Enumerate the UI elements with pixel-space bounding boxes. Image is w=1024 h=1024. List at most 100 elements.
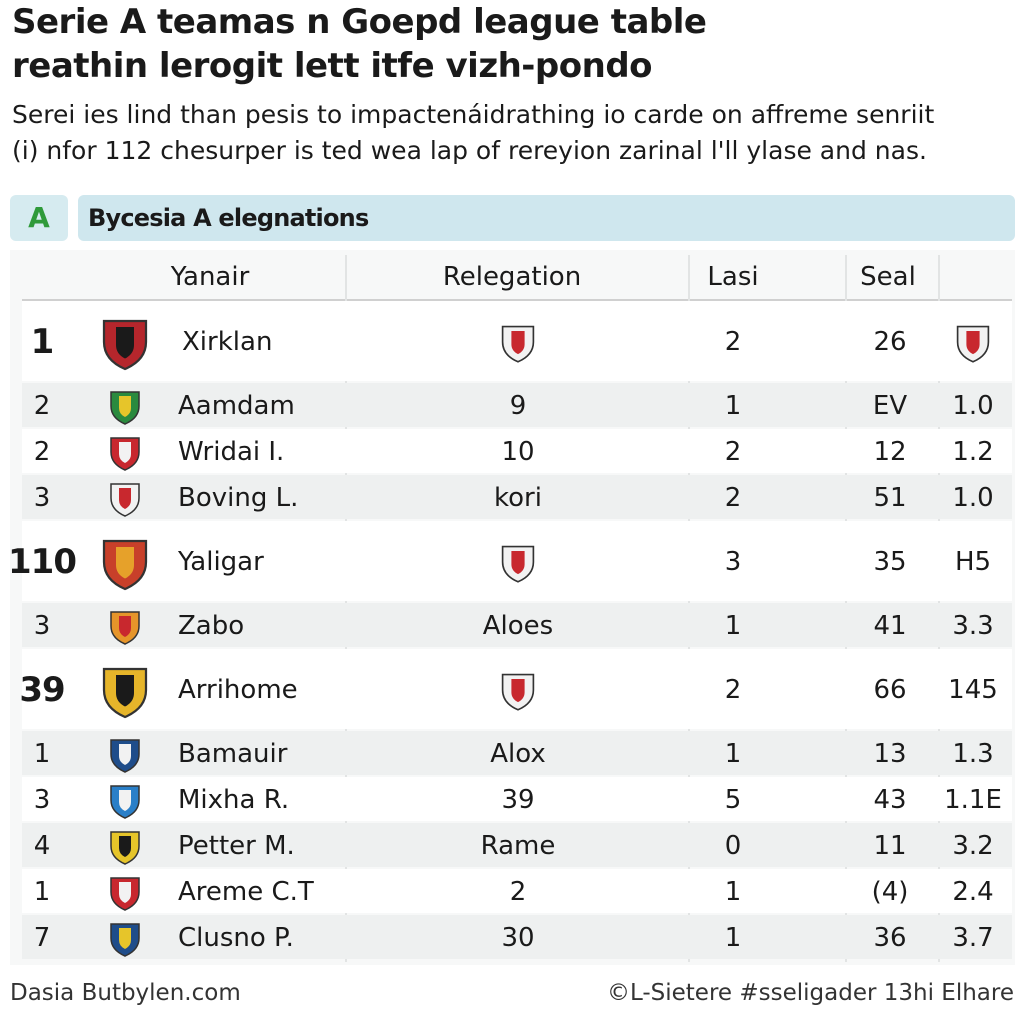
- lasi: 2: [724, 437, 742, 467]
- section-bar: [78, 195, 1015, 241]
- extra: 145: [948, 675, 998, 705]
- subtitle-line: Serei ies lind than pesis to impactenáid…: [12, 100, 935, 129]
- subtitle-line: (i) nfor 112 chesurper is ted wea lap of…: [12, 136, 927, 165]
- rank: 3: [33, 785, 51, 815]
- lasi: 2: [724, 327, 742, 357]
- team-name: Boving L.: [178, 483, 299, 513]
- lasi: 5: [724, 785, 742, 815]
- lasi: 2: [724, 675, 742, 705]
- footer-right: ©L-Sietere #sseligader 13hi Elhare: [606, 980, 1014, 1006]
- title-line: reathin lerogit lett itfe vizh-pondo: [12, 46, 653, 86]
- badge-box: [10, 195, 68, 241]
- team-name: Wridai I.: [178, 437, 285, 467]
- relegation: 39: [501, 785, 535, 815]
- extra: H5: [954, 547, 992, 577]
- team-name: Mixha R.: [178, 785, 290, 815]
- team-name: Areme C.T: [178, 877, 314, 907]
- crest-icon: [110, 831, 140, 865]
- lasi: 1: [724, 391, 742, 421]
- extra: 3.3: [952, 611, 994, 641]
- crest-icon: [110, 611, 140, 645]
- team-name: Arrihome: [178, 675, 298, 705]
- row-bg: [22, 603, 1012, 647]
- crest-icon: [501, 545, 535, 583]
- row-bg: [22, 475, 1012, 519]
- rank: 2: [33, 437, 51, 467]
- seal: 51: [873, 483, 907, 513]
- extra: 1.0: [952, 483, 994, 513]
- relegation: 2: [509, 877, 527, 907]
- seal: 35: [873, 547, 907, 577]
- lasi: 1: [724, 611, 742, 641]
- relegation: Alox: [490, 739, 546, 769]
- extra: 3.2: [952, 831, 994, 861]
- team-name: Bamauir: [178, 739, 288, 769]
- seal: 43: [873, 785, 907, 815]
- row-bg: [22, 777, 1012, 821]
- seal: 26: [873, 327, 907, 357]
- seal: EV: [872, 391, 908, 421]
- relegation: 10: [501, 437, 535, 467]
- rank: 3: [33, 483, 51, 513]
- row-bg: [22, 823, 1012, 867]
- lasi: 3: [724, 547, 742, 577]
- row-bg: [22, 915, 1012, 959]
- crest-icon: [102, 539, 148, 591]
- team-name: Clusno P.: [178, 923, 294, 953]
- crest-icon: [110, 739, 140, 773]
- rank: 3: [33, 611, 51, 641]
- extra: 1.2: [952, 437, 994, 467]
- row-bg: [22, 731, 1012, 775]
- lasi: 2: [724, 483, 742, 513]
- rank: 7: [33, 923, 51, 953]
- team-name: Zabo: [178, 611, 245, 641]
- team-name: Yaligar: [178, 547, 264, 577]
- crest-icon: [110, 391, 140, 425]
- crest-icon: [102, 319, 148, 371]
- seal: 66: [873, 675, 907, 705]
- crest-icon: [501, 673, 535, 711]
- relegation: 30: [501, 923, 535, 953]
- crest-icon: [110, 923, 140, 957]
- footer-left: Dasia Butbylen.com: [10, 980, 241, 1006]
- column-header: Lasi: [707, 262, 759, 292]
- row-bg: [22, 429, 1012, 473]
- section-badge: A: [28, 201, 50, 234]
- extra: 1.0: [952, 391, 994, 421]
- title-line: Serie A teamas n Goepd league table: [12, 2, 707, 42]
- crest-icon: [110, 785, 140, 819]
- column-header: Yanair: [170, 262, 250, 292]
- row-bg: [22, 869, 1012, 913]
- lasi: 1: [724, 877, 742, 907]
- lasi: 1: [724, 739, 742, 769]
- relegation: kori: [494, 483, 542, 513]
- lasi: 1: [724, 923, 742, 953]
- extra: 1.1E: [944, 785, 1002, 815]
- relegation: Aloes: [482, 611, 554, 641]
- crest-icon: [110, 483, 140, 517]
- crest-icon: [102, 667, 148, 719]
- section-label: Bycesia A elegnations: [88, 204, 369, 232]
- relegation: 9: [509, 391, 527, 421]
- rank: 1: [30, 322, 55, 362]
- rank: 1: [33, 877, 51, 907]
- team-name: Petter M.: [178, 831, 295, 861]
- column-header: Relegation: [442, 262, 582, 292]
- seal: 12: [873, 437, 907, 467]
- crest-icon: [956, 325, 990, 363]
- crest-icon: [110, 437, 140, 471]
- rank: 110: [8, 542, 77, 582]
- rank: 1: [33, 739, 51, 769]
- lasi: 0: [724, 831, 742, 861]
- crest-icon: [110, 877, 140, 911]
- seal: 41: [873, 611, 907, 641]
- seal: (4): [871, 877, 909, 907]
- extra: 3.7: [952, 923, 994, 953]
- crest-icon: [501, 325, 535, 363]
- rank: 4: [33, 831, 51, 861]
- row-bg: [22, 383, 1012, 427]
- seal: 36: [873, 923, 907, 953]
- extra: 1.3: [952, 739, 994, 769]
